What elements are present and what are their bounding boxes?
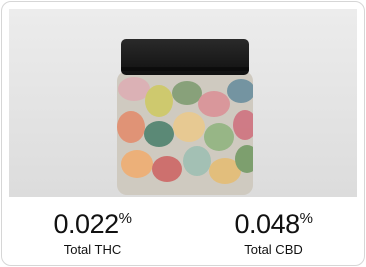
value: 0.022 <box>54 209 119 239</box>
unit: % <box>300 210 313 227</box>
thc-stat: 0.022% Total THC <box>2 202 183 259</box>
product-photo <box>9 9 357 197</box>
stat-label: Total CBD <box>183 241 364 259</box>
stat-value: 0.048% <box>183 202 364 241</box>
stat-label: Total THC <box>2 241 183 259</box>
cbd-stat: 0.048% Total CBD <box>183 202 364 259</box>
product-card: 0.022% Total THC 0.048% Total CBD <box>1 1 365 266</box>
unit: % <box>119 210 132 227</box>
value: 0.048 <box>235 209 300 239</box>
stat-value: 0.022% <box>2 202 183 241</box>
